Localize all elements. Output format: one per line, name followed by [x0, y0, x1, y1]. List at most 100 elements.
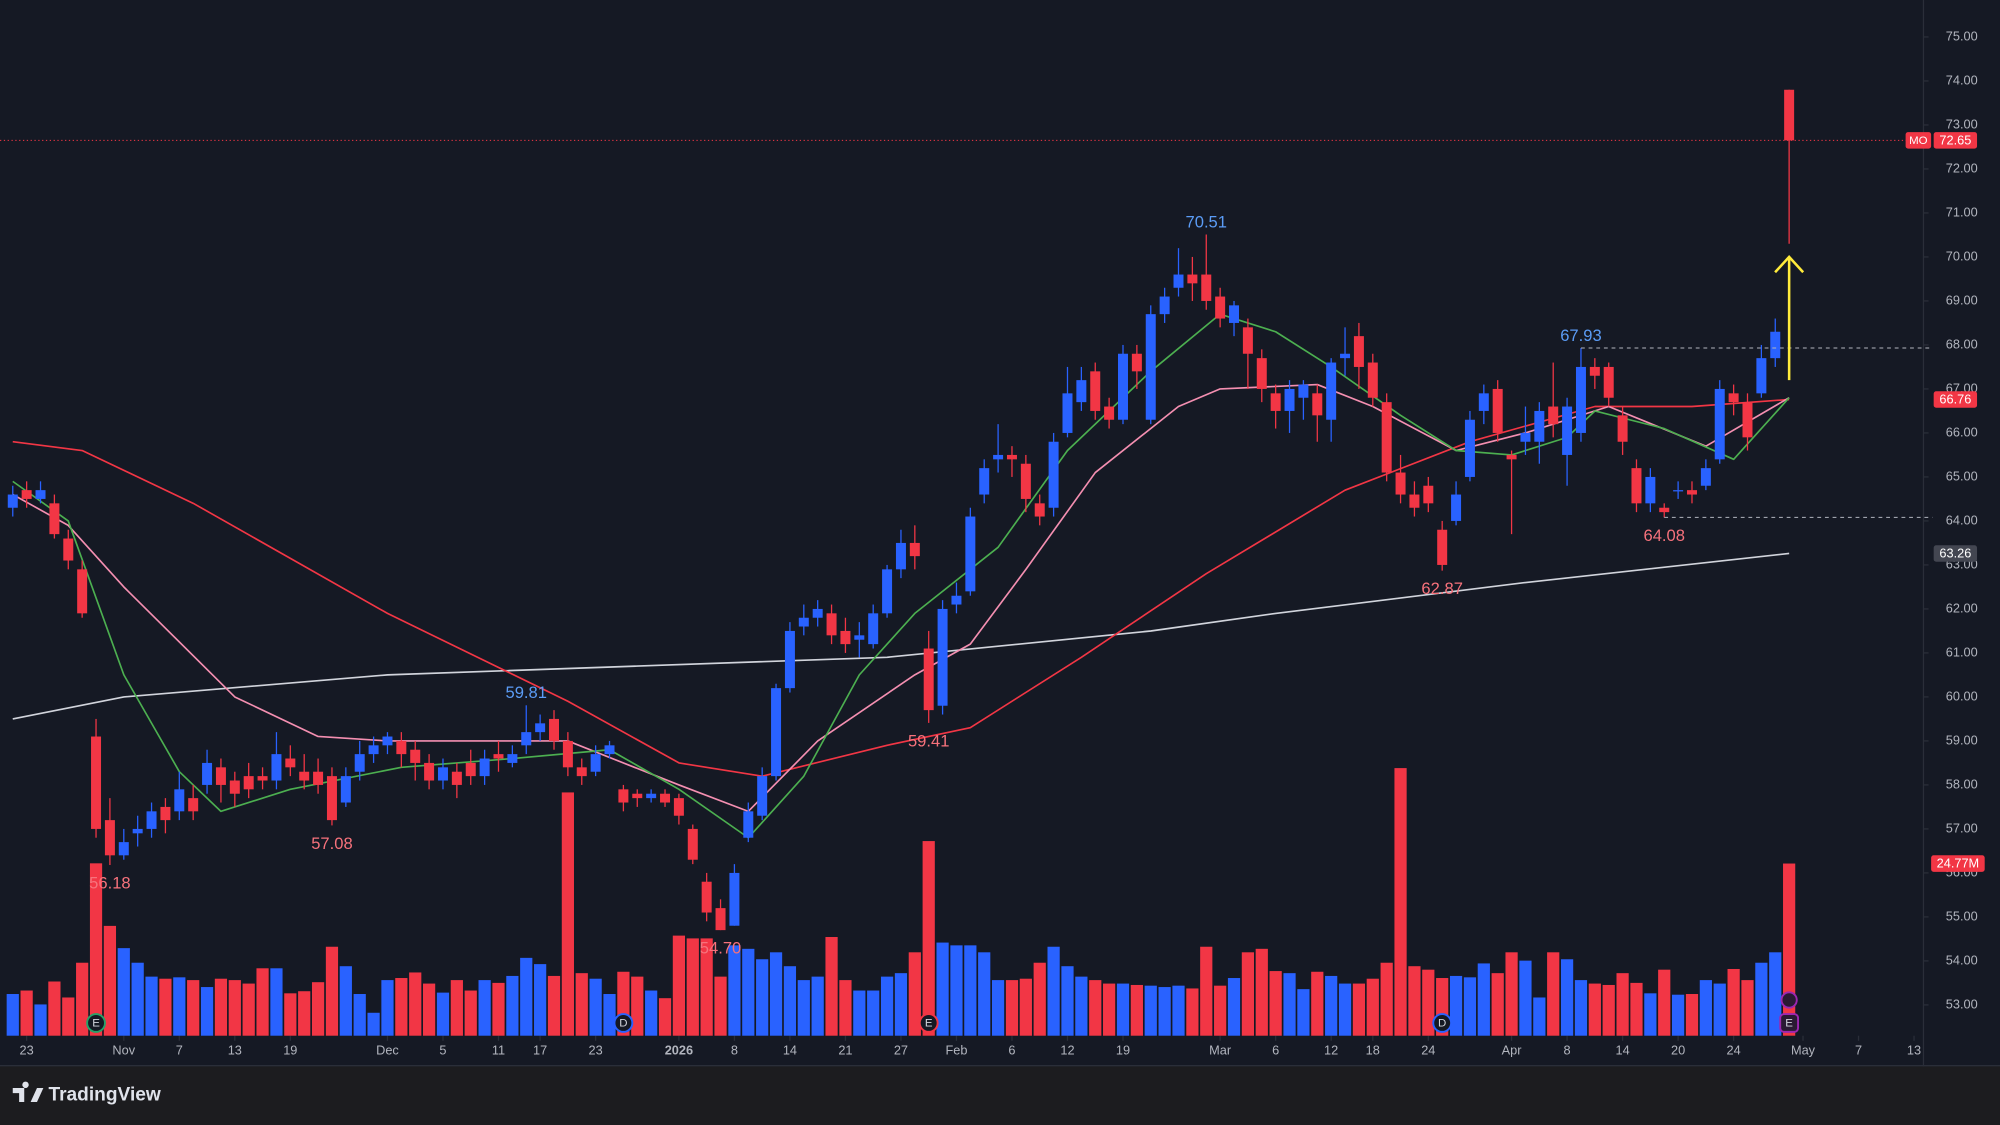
- x-tick-label: 19: [1116, 1042, 1130, 1057]
- volume-bar: [1061, 966, 1074, 1036]
- candle-body: [1575, 366, 1586, 433]
- candle-body: [1423, 485, 1434, 504]
- x-tick-label: 7: [1855, 1042, 1862, 1057]
- volume-bar: [728, 945, 741, 1036]
- volume-bar: [1574, 980, 1588, 1036]
- x-tick-label: 14: [783, 1042, 797, 1057]
- candle-body: [1631, 468, 1642, 504]
- y-tick-label: 66.00: [1946, 424, 1978, 439]
- volume-bar: [436, 992, 450, 1036]
- volume-bar: [1519, 960, 1532, 1036]
- volume-bar: [1158, 987, 1171, 1036]
- volume-bar: [631, 976, 644, 1036]
- volume-bar: [6, 994, 19, 1036]
- event-marker: [918, 1013, 939, 1033]
- volume-bar: [1103, 983, 1116, 1036]
- volume-bar: [1352, 983, 1366, 1036]
- candle-body: [257, 776, 268, 781]
- candle-body: [340, 776, 351, 803]
- candle-body: [1353, 336, 1364, 367]
- volume-bar: [1408, 966, 1421, 1036]
- event-label: E: [92, 1018, 100, 1030]
- x-tick-label: 7: [176, 1042, 183, 1057]
- candle-body: [715, 908, 726, 931]
- volume-bar: [464, 990, 477, 1036]
- x-tick-label: 23: [589, 1042, 603, 1057]
- volume-badge: [1931, 855, 1985, 872]
- candle-body: [479, 758, 490, 777]
- candle-body: [1076, 380, 1087, 403]
- volume-bar: [1075, 976, 1088, 1036]
- brand-logo: TradingView: [12, 1081, 161, 1106]
- candle-body: [923, 648, 934, 711]
- y-tick-label: 58.00: [1946, 776, 1978, 791]
- candle-body: [1589, 366, 1600, 376]
- volume-bar: [1727, 968, 1740, 1036]
- candle-body: [1381, 402, 1392, 473]
- volume-bar: [1130, 984, 1143, 1036]
- annotation-label: 67.93: [1560, 326, 1602, 345]
- y-tick-label: 53.00: [1946, 996, 1978, 1011]
- candle-body: [146, 811, 157, 829]
- volume-bar: [298, 991, 311, 1036]
- candle-body: [1492, 388, 1503, 433]
- candle-body: [1159, 296, 1170, 315]
- event-label: E: [925, 1018, 933, 1030]
- volume-bar: [1630, 982, 1643, 1036]
- x-tick-label: 13: [1907, 1042, 1921, 1057]
- candle-body: [1728, 393, 1739, 403]
- volume-bar: [1616, 973, 1629, 1036]
- event-label: D: [1438, 1018, 1446, 1030]
- volume-bar: [1338, 983, 1352, 1036]
- x-tick-label: 8: [731, 1042, 738, 1057]
- candle-body: [1062, 393, 1073, 433]
- candle-body: [1756, 358, 1767, 394]
- candle-body: [77, 569, 88, 614]
- volume-bar: [1227, 978, 1241, 1036]
- candle-body: [132, 828, 143, 834]
- price-badge-label: 72.65: [1939, 132, 1971, 147]
- x-tick-label: Dec: [376, 1042, 399, 1057]
- volume-bar: [839, 980, 852, 1036]
- annotation-label: 59.41: [908, 731, 950, 750]
- candle-body: [160, 806, 171, 821]
- x-tick-label: 11: [492, 1042, 505, 1057]
- volume-bar: [672, 935, 686, 1036]
- candle-body: [1409, 494, 1420, 508]
- volume-bar: [1311, 971, 1324, 1036]
- x-tick-label: Feb: [945, 1042, 967, 1057]
- candle-body: [118, 842, 129, 856]
- volume-bar: [1685, 994, 1699, 1036]
- volume-bar: [1241, 952, 1255, 1036]
- candle-body: [965, 516, 976, 592]
- volume-bar: [645, 990, 658, 1036]
- ticker-badge: [1905, 132, 1932, 149]
- candle-body: [868, 613, 879, 645]
- candle-body: [437, 767, 448, 781]
- volume-bar: [242, 983, 255, 1036]
- volume-bar: [506, 975, 519, 1036]
- candle-body: [618, 789, 629, 803]
- x-tick-label: Nov: [112, 1042, 135, 1057]
- y-tick-label: 62.00: [1946, 600, 1978, 615]
- annotation-label: 57.08: [311, 834, 353, 853]
- volume-bar: [811, 976, 824, 1036]
- volume-bar: [1089, 980, 1102, 1036]
- candle-body: [271, 754, 282, 781]
- volume-bar: [797, 980, 810, 1036]
- candle-body: [798, 617, 809, 627]
- volume-bar: [478, 980, 491, 1036]
- candle-body: [229, 780, 240, 794]
- volume-bar: [1005, 980, 1019, 1036]
- volume-bar: [270, 968, 283, 1036]
- arrow-head: [1774, 255, 1805, 274]
- event-marker: [1779, 1013, 1800, 1033]
- volume-bar: [1214, 985, 1227, 1036]
- volume-bar: [1505, 952, 1518, 1036]
- y-tick-label: 72.00: [1946, 160, 1978, 175]
- candle-body: [1562, 406, 1573, 455]
- y-tick-label: 70.00: [1946, 248, 1978, 263]
- candle-body: [424, 762, 435, 781]
- volume-bar: [547, 975, 561, 1036]
